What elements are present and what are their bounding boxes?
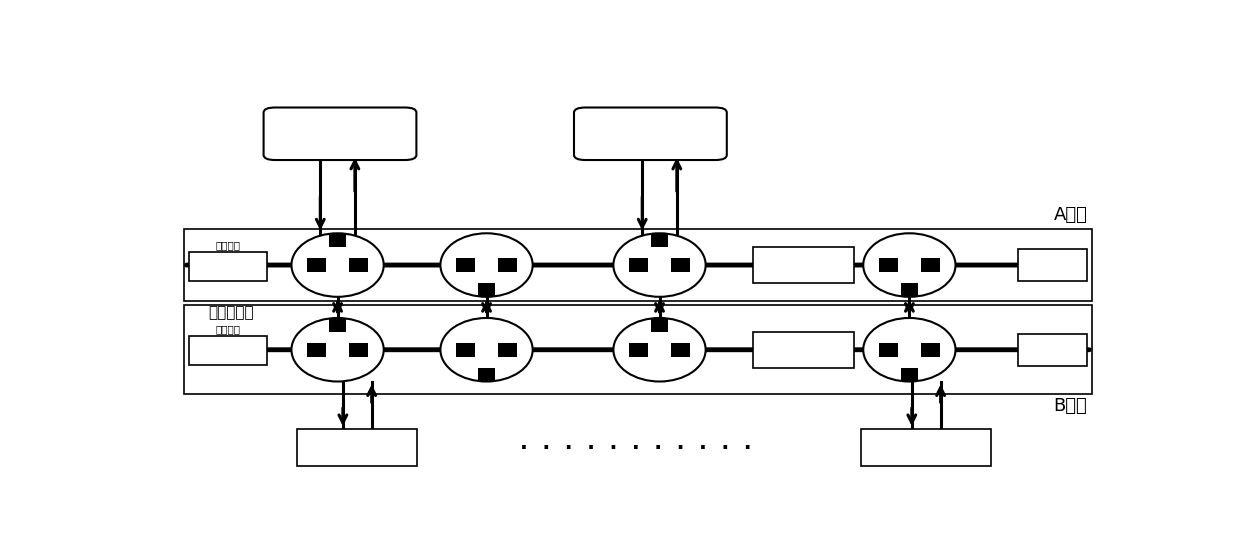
Bar <box>184 305 1092 394</box>
Bar <box>477 283 495 296</box>
Bar <box>456 343 475 356</box>
Ellipse shape <box>440 233 533 297</box>
Bar <box>753 247 853 283</box>
Bar <box>188 252 268 281</box>
Text: 端接电阻: 端接电阻 <box>216 241 241 251</box>
Ellipse shape <box>440 318 533 382</box>
Bar <box>921 343 940 356</box>
Text: ·  ·  ·  ·  ·  ·  ·  ·  ·  ·  ·: · · · · · · · · · · · <box>520 438 751 458</box>
Bar <box>298 429 418 466</box>
Text: RT 30: RT 30 <box>900 438 951 456</box>
Bar <box>350 343 368 356</box>
Bar <box>879 258 898 272</box>
Ellipse shape <box>614 233 706 297</box>
Ellipse shape <box>863 318 956 382</box>
Ellipse shape <box>863 233 956 297</box>
Text: 总线耦合器: 总线耦合器 <box>208 305 253 320</box>
Bar <box>651 319 668 332</box>
Bar <box>651 234 668 247</box>
Bar <box>477 368 495 381</box>
Text: B总线: B总线 <box>1054 397 1087 415</box>
Text: RT 0: RT 0 <box>337 438 377 456</box>
Bar <box>671 343 691 356</box>
Text: 端接电阻: 端接电阻 <box>216 324 241 334</box>
Bar <box>350 258 368 272</box>
Bar <box>188 336 268 365</box>
Ellipse shape <box>614 318 706 382</box>
Bar <box>306 258 326 272</box>
Bar <box>900 283 918 296</box>
Bar <box>862 429 991 466</box>
Ellipse shape <box>291 233 383 297</box>
Bar <box>329 234 346 247</box>
Bar <box>629 258 649 272</box>
Bar <box>498 343 517 356</box>
Bar <box>879 343 898 356</box>
Text: A总线: A总线 <box>1054 206 1087 224</box>
Bar <box>456 258 475 272</box>
Bar <box>184 229 1092 301</box>
Bar <box>629 343 649 356</box>
Bar <box>671 258 691 272</box>
Bar <box>498 258 517 272</box>
Bar <box>900 368 918 381</box>
Bar <box>329 319 346 332</box>
Bar <box>1018 249 1087 281</box>
Bar <box>921 258 940 272</box>
Bar <box>753 332 853 368</box>
FancyBboxPatch shape <box>574 107 727 160</box>
Ellipse shape <box>291 318 383 382</box>
Text: （BC）: （BC） <box>317 125 363 143</box>
FancyBboxPatch shape <box>264 107 417 160</box>
Bar <box>306 343 326 356</box>
Bar <box>1018 334 1087 366</box>
Text: （BM）: （BM） <box>626 125 675 143</box>
